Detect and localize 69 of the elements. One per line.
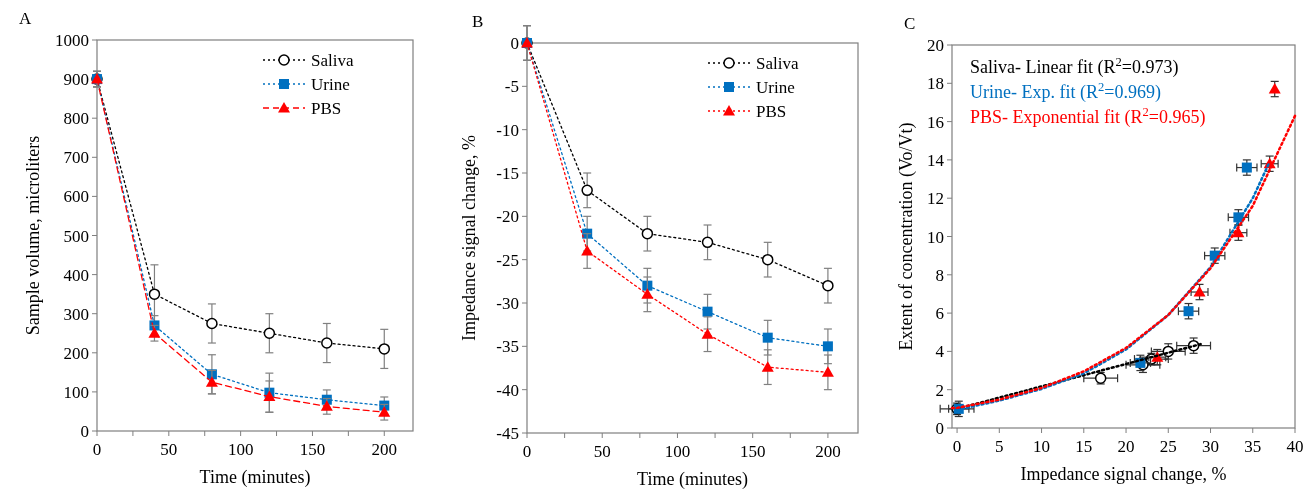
legend-label: Urine (756, 78, 795, 97)
x-tick-label: 150 (299, 440, 326, 459)
x-tick-label: 15 (1075, 437, 1093, 456)
x-axis-title: Time (minutes) (199, 467, 311, 488)
y-axis-title: Extent of concentration (Vo/Vt) (896, 122, 917, 351)
x-tick-label: 35 (1244, 437, 1262, 456)
chart-title: C (904, 14, 916, 33)
annotation: Saliva- Linear fit (R$^{2}$=0.973) (970, 55, 1179, 78)
y-tick-label: 600 (63, 187, 89, 207)
y-tick-label: 20 (927, 36, 944, 55)
x-tick-label: 100 (227, 440, 254, 459)
y-tick-label: 18 (927, 74, 944, 94)
x-tick-label: 5 (995, 437, 1004, 456)
y-tick-label: -30 (496, 294, 519, 313)
y-tick-label: 8 (935, 265, 944, 285)
y-tick-label: -45 (496, 424, 519, 443)
legend-label: Saliva (311, 51, 354, 70)
y-tick-label: 700 (63, 148, 89, 168)
y-tick-label: 900 (63, 70, 89, 90)
y-tick-label: -5 (504, 77, 519, 97)
chart-title: B (472, 12, 484, 31)
y-tick-label: 500 (63, 226, 89, 246)
y-tick-label: 14 (927, 150, 945, 170)
annotation: Urine- Exp. fit (R$^{2}$=0.969) (970, 80, 1161, 103)
y-tick-label: 10 (927, 227, 944, 247)
x-tick-label: 0 (522, 442, 532, 461)
x-tick-label: 40 (1286, 437, 1304, 456)
x-axis-title: Impedance signal change, % (1020, 464, 1227, 484)
chart-title: A (19, 9, 32, 28)
legend-label: PBS (311, 99, 342, 118)
y-tick-label: 2 (935, 380, 944, 400)
y-tick-label: -35 (496, 337, 519, 357)
x-tick-label: 50 (593, 442, 611, 461)
y-tick-label: 6 (935, 304, 944, 324)
x-tick-label: 20 (1117, 437, 1135, 456)
y-tick-label: -20 (496, 207, 519, 227)
y-tick-label: 300 (63, 304, 89, 324)
x-tick-label: 30 (1202, 437, 1220, 456)
y-tick-label: -40 (496, 380, 519, 400)
y-tick-label: -10 (496, 120, 519, 140)
legend-label: Saliva (756, 54, 799, 73)
annotation: PBS- Exponential fit (R$^{2}$=0.965) (970, 105, 1206, 128)
x-tick-label: 150 (739, 442, 766, 461)
y-tick-label: 200 (63, 343, 89, 363)
y-tick-label: -15 (496, 164, 519, 183)
y-tick-label: 100 (63, 382, 89, 402)
legend-label: PBS (756, 102, 787, 121)
y-tick-label: 0 (935, 419, 944, 438)
x-tick-label: 50 (160, 440, 178, 459)
x-tick-label: 0 (92, 440, 102, 459)
y-tick-label: 4 (935, 342, 945, 362)
legend-label: Urine (311, 75, 350, 94)
y-tick-label: 16 (927, 112, 944, 132)
y-tick-label: 800 (63, 109, 89, 129)
x-tick-label: 200 (815, 442, 841, 461)
x-tick-label: 200 (371, 440, 398, 459)
y-tick-label: 400 (63, 265, 89, 285)
y-tick-label: -25 (496, 250, 519, 270)
y-axis-title: Sample volume, microliters (23, 135, 43, 336)
x-tick-label: 100 (664, 442, 691, 461)
y-tick-label: 0 (80, 422, 89, 441)
x-tick-label: 0 (952, 437, 962, 456)
x-axis-title: Time (minutes) (637, 469, 748, 490)
y-tick-label: 1000 (55, 31, 89, 50)
x-tick-label: 25 (1159, 437, 1177, 456)
y-tick-label: 12 (927, 189, 944, 209)
x-tick-label: 10 (1033, 437, 1051, 456)
y-tick-label: 0 (510, 34, 519, 53)
y-axis-title: Impedance signal change, % (459, 135, 479, 341)
